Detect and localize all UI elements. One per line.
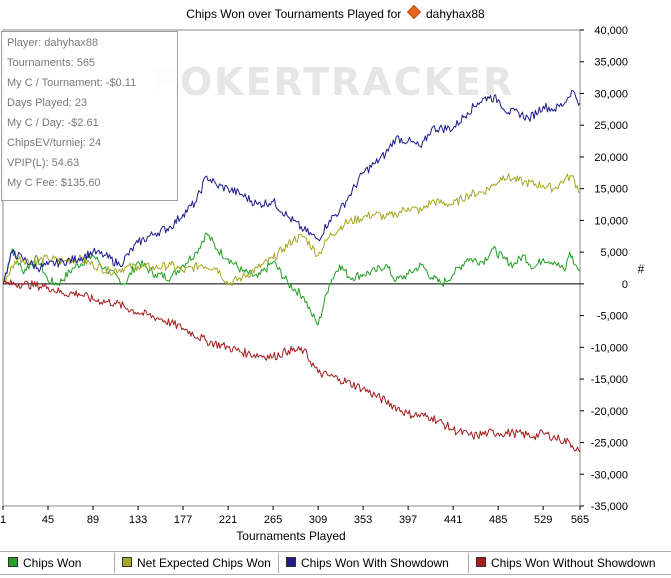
legend-swatch (476, 557, 486, 567)
legend-swatch (8, 557, 18, 567)
legend-bottom-border (0, 574, 671, 575)
pokertracker-watermark: POKERTRACKER (150, 60, 515, 104)
plot-frame (2, 29, 581, 507)
y-tick-label: 25,000 (594, 120, 628, 132)
legend-label: Chips Won (23, 556, 82, 570)
legend-swatch (122, 557, 132, 567)
stat-vpip: VPIP(L): 54.63 (7, 157, 80, 169)
legend-separator (114, 553, 115, 573)
chart-title-player: dahyhax88 (425, 7, 485, 21)
stat-my-c-day: My C / Day: -$2.61 (7, 117, 99, 129)
legend-label: Chips Won Without Showdown (491, 556, 656, 570)
x-tick-label: 177 (174, 514, 192, 526)
stat-chips-ev: ChipsEV/turniej: 24 (7, 137, 102, 149)
stat-my-c-fee: My C Fee: $135.60 (7, 177, 101, 189)
x-tick-label: 565 (571, 514, 589, 526)
y-tick-label: 30,000 (594, 88, 628, 100)
x-tick-label: 485 (489, 514, 507, 526)
x-tick-label: 441 (444, 514, 462, 526)
legend-item-without-showdown[interactable]: Chips Won Without Showdown (476, 556, 656, 570)
y-tick-label: 5,000 (600, 247, 628, 259)
x-tick-label: 353 (354, 514, 372, 526)
y-tick-label: -30,000 (591, 469, 628, 481)
series-line-net-expected-chips-won (2, 173, 581, 287)
stat-days-played: Days Played: 23 (7, 97, 88, 109)
x-tick-label: 265 (264, 514, 282, 526)
legend-separator (468, 553, 469, 573)
stat-player: Player: dahyhax88 (7, 37, 99, 49)
y-tick-label: -10,000 (591, 342, 628, 354)
legend-label: Chips Won With Showdown (301, 556, 449, 570)
y-tick-label: 35,000 (594, 57, 628, 69)
y-axis-label: # (638, 262, 645, 276)
x-tick-label: 89 (87, 514, 99, 526)
x-tick-label: 309 (309, 514, 327, 526)
pokerstars-diamond-icon (406, 4, 421, 20)
y-tick-label: -20,000 (591, 406, 628, 418)
x-tick-label: 1 (0, 514, 6, 526)
legend-item-chips-won[interactable]: Chips Won (8, 556, 81, 570)
x-tick-label: 397 (399, 514, 417, 526)
y-tick-label: 40,000 (594, 25, 628, 37)
chart-title: Chips Won over Tournaments Played for da… (0, 4, 671, 22)
legend-item-net-expected[interactable]: Net Expected Chips Won (122, 556, 271, 570)
stat-my-c-tournament: My C / Tournament: -$0.11 (7, 77, 137, 89)
y-tick-label: 20,000 (594, 152, 628, 164)
x-tick-label: 529 (534, 514, 552, 526)
series-line-chips-won-with-showdown (2, 89, 581, 285)
legend-item-with-showdown[interactable]: Chips Won With Showdown (286, 556, 449, 570)
x-tick-label: 45 (42, 514, 54, 526)
series-line-chips-won (2, 232, 581, 326)
y-tick-label: 0 (622, 279, 628, 291)
x-tick-label: 221 (219, 514, 237, 526)
legend-swatch (286, 557, 296, 567)
x-tick-label: 133 (129, 514, 147, 526)
series-line-chips-won-without-showdown (2, 279, 581, 453)
y-tick-label: -25,000 (591, 438, 628, 450)
chart-title-prefix: Chips Won over Tournaments Played for (186, 7, 402, 21)
chart-legend: Chips Won Net Expected Chips Won Chips W… (0, 553, 671, 573)
legend-label: Net Expected Chips Won (137, 556, 271, 570)
y-tick-label: -5,000 (597, 311, 628, 323)
player-stats-box: Player: dahyhax88 Tournaments: 565 My C … (1, 31, 178, 201)
y-tick-label: -35,000 (591, 501, 628, 513)
stat-tournaments: Tournaments: 565 (7, 57, 96, 69)
y-tick-label: 15,000 (594, 184, 628, 196)
legend-top-border (0, 551, 671, 552)
x-axis-label: Tournaments Played (236, 529, 345, 543)
y-tick-label: -15,000 (591, 374, 628, 386)
legend-separator (278, 553, 279, 573)
y-tick-label: 10,000 (594, 215, 628, 227)
